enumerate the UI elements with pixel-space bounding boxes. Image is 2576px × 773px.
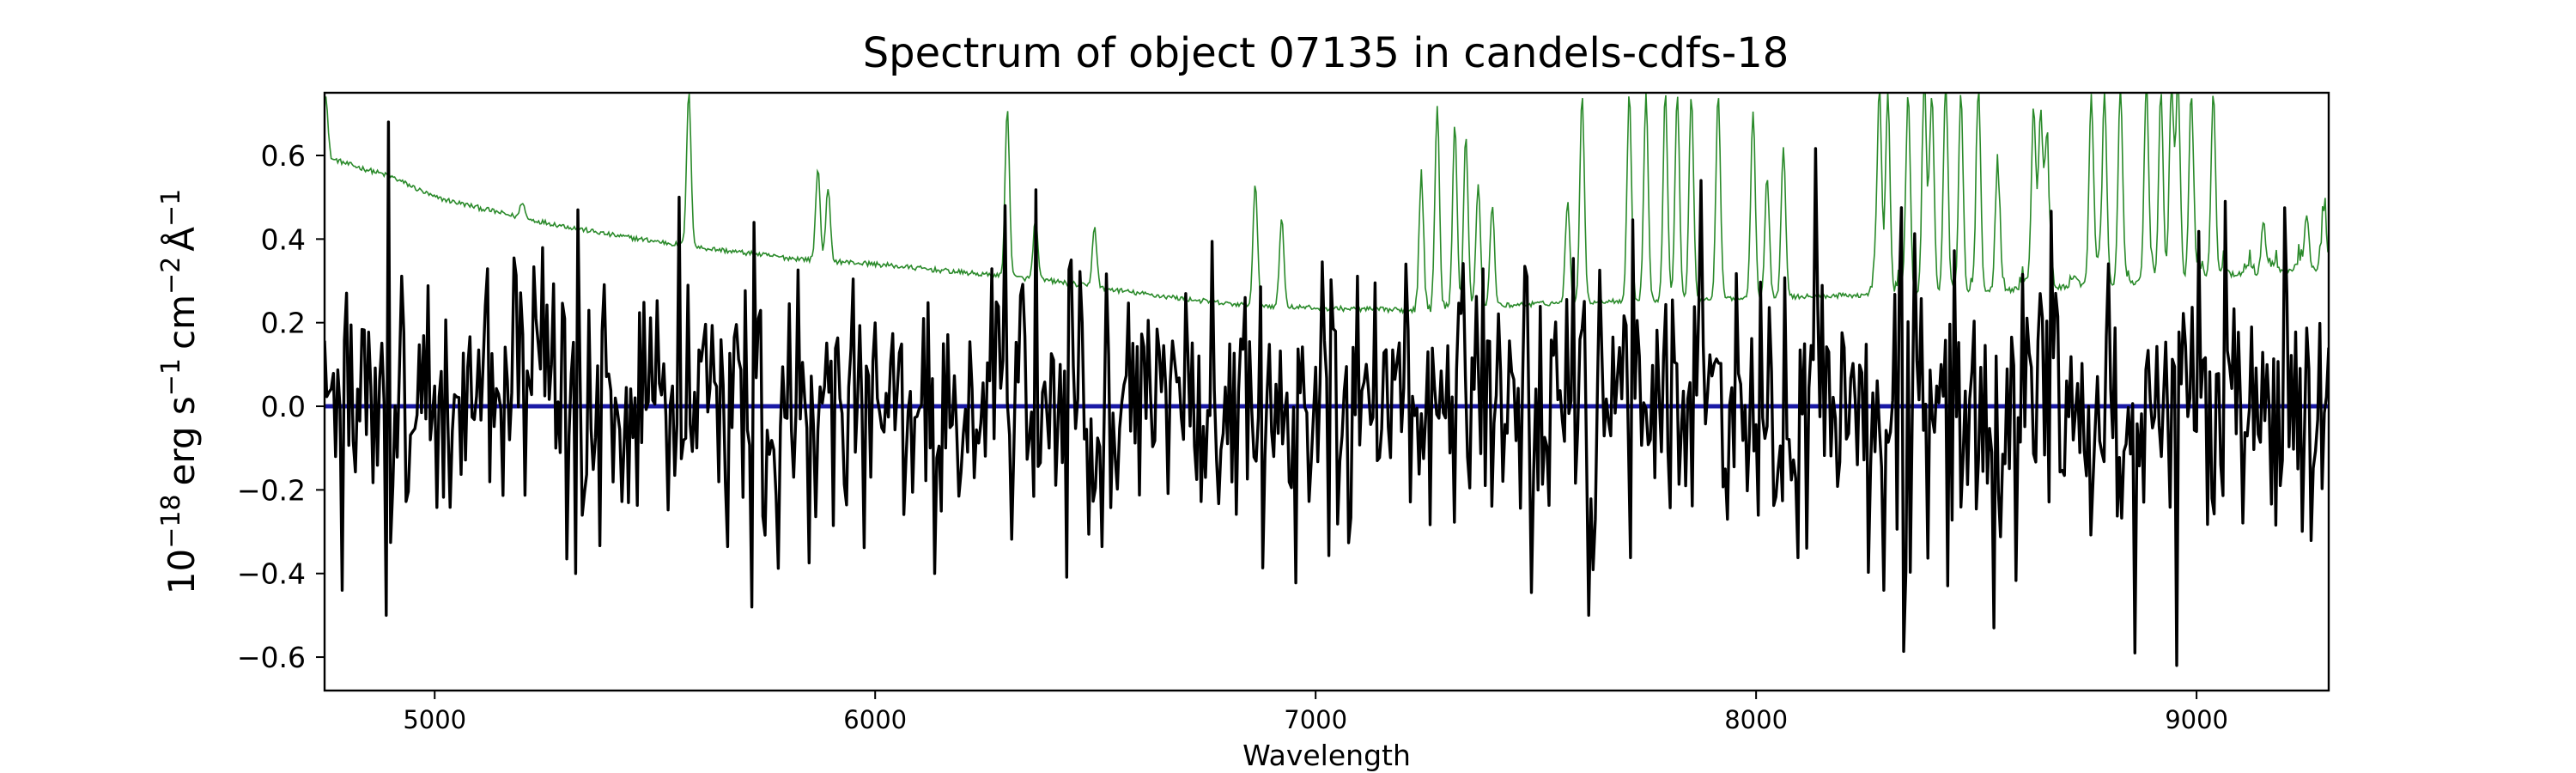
- y-tick-label: 0.0: [261, 390, 306, 423]
- y-tick-label: 0.6: [261, 139, 306, 173]
- y-tick-label: 0.2: [261, 307, 306, 340]
- y-tick-label: 0.4: [261, 222, 306, 256]
- flux-spectrum-line: [325, 120, 2329, 667]
- x-tick-label: 5000: [403, 705, 466, 734]
- y-tick-label: −0.4: [237, 557, 306, 591]
- series-layer: [325, 93, 2329, 667]
- x-tick-label: 7000: [1284, 705, 1347, 734]
- x-tick-label: 8000: [1724, 705, 1788, 734]
- x-tick-label: 6000: [843, 705, 907, 734]
- x-axis: 5000 6000 7000 8000 9000: [403, 691, 2228, 734]
- plot-frame: [323, 91, 2330, 692]
- chart-title: Spectrum of object 07135 in candels-cdfs…: [863, 29, 1789, 77]
- x-tick-label: 9000: [2165, 705, 2228, 734]
- sky-spectrum-line: [325, 93, 2329, 315]
- y-axis: −0.6 −0.4 −0.2 0.0 0.2 0.4 0.6: [237, 139, 325, 674]
- y-axis-label: 10−18erg s−1cm−2Å−1: [156, 189, 203, 594]
- y-tick-label: −0.2: [237, 473, 306, 507]
- x-axis-label: Wavelength: [1242, 739, 1411, 772]
- y-tick-label: −0.6: [237, 641, 306, 674]
